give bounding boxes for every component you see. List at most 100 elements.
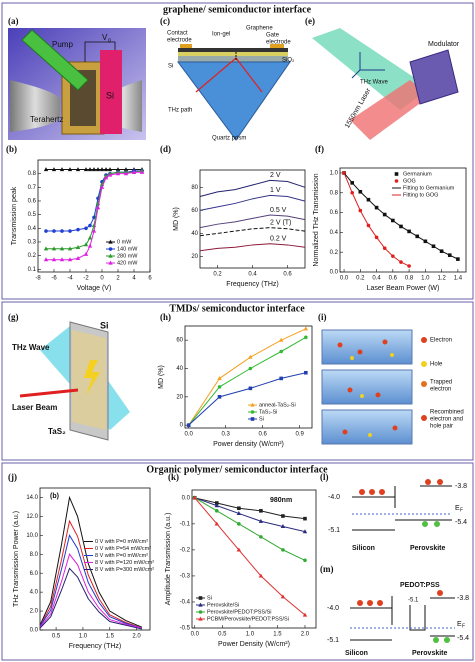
shape: [377, 600, 383, 606]
shape: [178, 48, 288, 52]
point: [278, 337, 284, 342]
x-tick-label: -4: [67, 276, 73, 282]
point: [59, 257, 65, 262]
shape: [390, 353, 394, 357]
diagram-i: Electron Hole Trapped electron Recombine…: [321, 329, 464, 445]
legend-label: 0 V with P=0 mW/cm²: [95, 539, 148, 545]
y-tick-label: 20: [176, 394, 183, 400]
y-tick-label: -0.1: [180, 521, 191, 527]
point: [279, 376, 283, 381]
label: electrode: [266, 40, 291, 46]
point: [87, 167, 93, 172]
point: [60, 229, 64, 233]
label: electrode: [167, 38, 192, 44]
y-axis-label: MD (%): [173, 207, 180, 231]
point: [107, 172, 113, 177]
x-tick-label: 0.5: [52, 634, 61, 640]
shape: [392, 425, 398, 431]
x-tick-label: 0.0: [340, 276, 349, 282]
legend-label: Germanium: [403, 171, 432, 177]
shape: [84, 360, 100, 396]
series-line: [194, 497, 306, 616]
shape: [409, 49, 459, 105]
plot-frame: [339, 167, 467, 273]
shape: [270, 44, 284, 48]
x-tick-label: 0.0: [191, 632, 200, 638]
series-line: [188, 336, 307, 426]
x-axis-label: Power Density (W/cm²): [218, 641, 290, 648]
y-tick-label: 0.6: [330, 210, 339, 216]
shape: [421, 415, 427, 421]
x-tick-label: 0.0: [185, 432, 194, 438]
y-tick-label: 20: [191, 254, 198, 260]
point: [259, 535, 263, 539]
section-title: TMDs/ semiconductor interface: [169, 303, 305, 314]
y-tick-label: 14.0: [26, 495, 38, 501]
section-frame: [1, 2, 474, 300]
series-line: [39, 567, 143, 630]
x-tick-label: 0.6: [283, 272, 292, 278]
label: V: [102, 33, 108, 42]
label: -4.0: [328, 494, 340, 501]
point: [115, 167, 121, 172]
label: -4.0: [327, 605, 339, 612]
annotation: (b): [50, 493, 59, 500]
legend-label: electron and: [430, 417, 463, 423]
label: Terahertz: [30, 115, 63, 124]
x-tick-label: 1.4: [454, 276, 463, 282]
series-line: [194, 497, 306, 520]
point: [51, 167, 57, 172]
label: THz path: [168, 108, 192, 114]
shape: [425, 479, 431, 485]
point: [236, 547, 242, 552]
panel-label: (l): [320, 472, 329, 482]
y-tick-label: -0.2: [180, 547, 191, 553]
shape: [350, 596, 455, 641]
legend-label: 0.2 V: [270, 236, 287, 243]
point: [456, 257, 460, 261]
point: [214, 521, 219, 526]
shape: [347, 387, 353, 393]
legend-label: Perovskite/Si: [207, 602, 239, 608]
panel-label: (d): [160, 144, 171, 154]
point: [303, 326, 309, 331]
point: [236, 511, 242, 516]
y-axis-label: Amplitude Transmission (a.u.): [165, 513, 172, 606]
label: F: [460, 507, 463, 513]
point: [192, 495, 197, 500]
point: [131, 169, 137, 174]
section-title: Organic polymer/ semiconductor interface: [146, 464, 328, 475]
series-line: [343, 172, 410, 267]
point: [51, 246, 57, 251]
label: Silicon: [352, 545, 375, 552]
x-tick-label: 1.2: [437, 276, 446, 282]
diagram-c: Contact electrode Ion-gel Graphene Gate …: [167, 26, 295, 142]
label: -5.4: [457, 635, 469, 642]
plot-frame: [184, 325, 313, 429]
label: -5.1: [408, 598, 419, 604]
label: -5.4: [455, 519, 467, 526]
y-axis-label: MD (%): [158, 365, 165, 389]
point: [75, 167, 81, 172]
shape: [351, 52, 385, 79]
panel-label: (f): [315, 144, 324, 154]
shape: [21, 29, 89, 91]
x-axis-label: Voltage (V): [77, 285, 112, 292]
section-frame: [1, 301, 474, 461]
point: [115, 171, 121, 176]
legend-label: 140 mW: [117, 246, 138, 252]
panel-label: (c): [160, 16, 170, 26]
label: E: [455, 505, 460, 512]
legend-marker: [108, 239, 113, 244]
legend-marker: [250, 410, 255, 414]
point: [76, 227, 80, 232]
y-tick-label: 0.5: [28, 212, 37, 218]
x-tick-label: 6: [148, 276, 152, 282]
point: [103, 167, 109, 172]
shape: [422, 521, 428, 527]
shape: [357, 590, 443, 606]
shape: [321, 409, 413, 445]
legend-label: Hole: [430, 362, 443, 368]
legend-label: Fitting to GOG: [403, 192, 438, 198]
shape: [422, 521, 440, 527]
